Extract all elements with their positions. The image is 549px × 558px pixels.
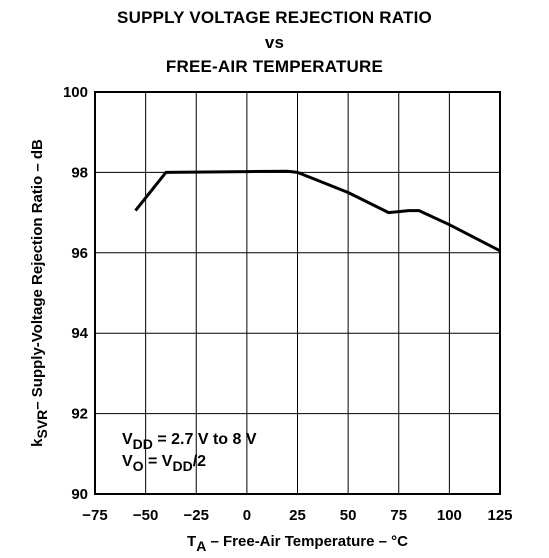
chart-subtitle: FREE-AIR TEMPERATURE bbox=[165, 57, 384, 76]
y-axis-label: kSVR– Supply-Voltage Rejection Ratio – d… bbox=[29, 139, 50, 447]
y-tick-label: 96 bbox=[71, 245, 88, 262]
y-tick-label: 98 bbox=[71, 164, 88, 181]
annotation-line: VDD = 2.7 V to 8 V bbox=[122, 431, 257, 452]
x-tick-label: 0 bbox=[243, 507, 251, 524]
x-tick-label: 50 bbox=[340, 507, 357, 524]
y-tick-label: 92 bbox=[71, 406, 88, 423]
x-tick-label: 75 bbox=[390, 507, 407, 524]
x-tick-label: −50 bbox=[133, 507, 158, 524]
x-tick-label: 25 bbox=[289, 507, 306, 524]
series-line bbox=[134, 169, 501, 253]
annotations: VDD = 2.7 V to 8 VVO = VDD/2 bbox=[122, 431, 257, 474]
x-tick-label: −75 bbox=[82, 507, 107, 524]
y-tick-label: 94 bbox=[71, 325, 88, 342]
x-tick-label: 125 bbox=[487, 507, 512, 524]
plot-frame bbox=[94, 91, 501, 495]
x-axis-label: TA – Free-Air Temperature – °C bbox=[187, 533, 408, 554]
chart-title-vs: vs bbox=[264, 33, 285, 52]
x-tick-labels: −75 −50 −25 0 25 50 75 100 125 bbox=[82, 507, 512, 524]
x-tick-label: −25 bbox=[184, 507, 209, 524]
x-tick-label: 100 bbox=[437, 507, 462, 524]
y-tick-labels: 90 92 94 96 98 100 bbox=[63, 84, 89, 503]
annotation-line: VO = VDD/2 bbox=[122, 453, 206, 474]
series-group bbox=[134, 169, 501, 253]
chart-title: SUPPLY VOLTAGE REJECTION RATIO bbox=[117, 8, 432, 27]
y-tick-label: 90 bbox=[71, 486, 88, 503]
y-tick-label: 100 bbox=[63, 84, 88, 101]
